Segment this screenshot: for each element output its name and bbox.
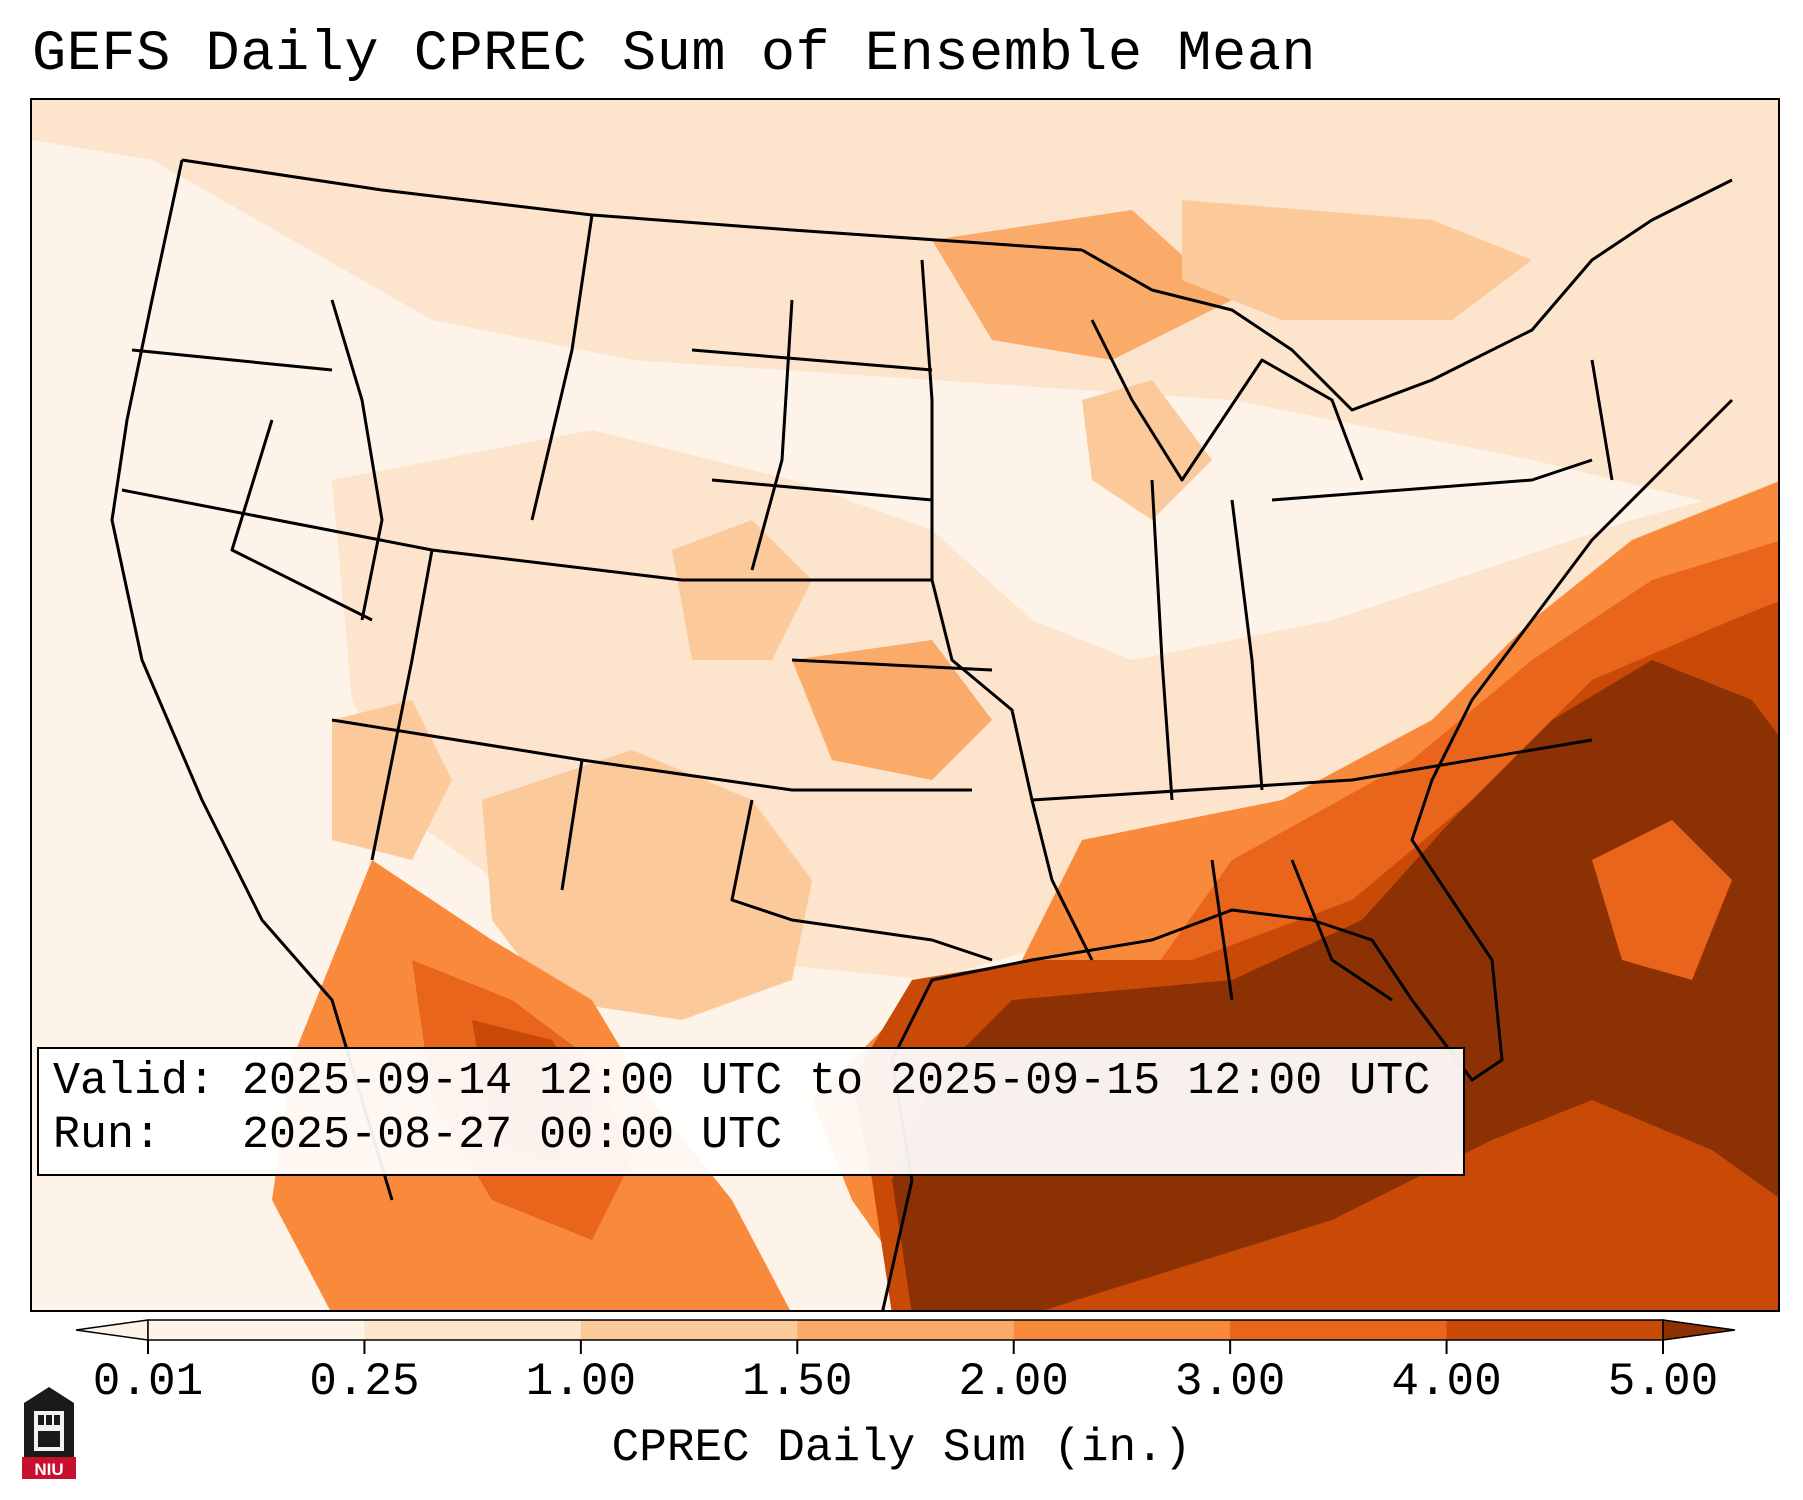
valid-label: Valid: xyxy=(53,1056,216,1107)
colorbar-segment xyxy=(1446,1320,1664,1340)
niu-logo-text: NIU xyxy=(34,1460,63,1479)
colorbar-tick-label: 1.50 xyxy=(742,1356,853,1408)
colorbar-segment xyxy=(1013,1320,1231,1340)
colorbar-outline xyxy=(147,1319,1664,1341)
run-value: 2025-08-27 00:00 UTC xyxy=(242,1110,783,1161)
run-info-box: Valid: 2025-09-14 12:00 UTC to 2025-09-1… xyxy=(37,1047,1465,1176)
colorbar-tick-label: 3.00 xyxy=(1174,1356,1286,1408)
colorbar xyxy=(75,1319,1736,1354)
niu-logo: NIU xyxy=(22,1387,76,1479)
colorbar-segment xyxy=(1230,1320,1448,1340)
boundary-lines xyxy=(110,158,1734,1310)
colorbar-tick-label: 2.00 xyxy=(958,1356,1069,1408)
map-title: GEFS Daily CPREC Sum of Ensemble Mean xyxy=(32,23,1317,87)
colorbar-label: CPREC Daily Sum (in.) xyxy=(611,1422,1192,1474)
colorbar-extend-high xyxy=(1662,1319,1736,1341)
colorbar-segment xyxy=(797,1320,1015,1340)
colorbar-tick-label: 0.25 xyxy=(309,1356,420,1408)
colorbar-segment xyxy=(580,1320,798,1340)
run-label: Run: xyxy=(53,1110,162,1161)
colorbar-tick-label: 0.01 xyxy=(92,1356,204,1408)
colorbar-segment xyxy=(148,1320,365,1340)
valid-value: 2025-09-14 12:00 UTC to 2025-09-15 12:00… xyxy=(242,1056,1431,1107)
colorbar-tick-label: 1.00 xyxy=(525,1356,637,1408)
colorbar-segment xyxy=(364,1320,582,1340)
colorbar-tick-label: 5.00 xyxy=(1607,1356,1719,1408)
colorbar-extend-low xyxy=(75,1319,149,1341)
colorbar-tick-label: 4.00 xyxy=(1391,1356,1502,1408)
